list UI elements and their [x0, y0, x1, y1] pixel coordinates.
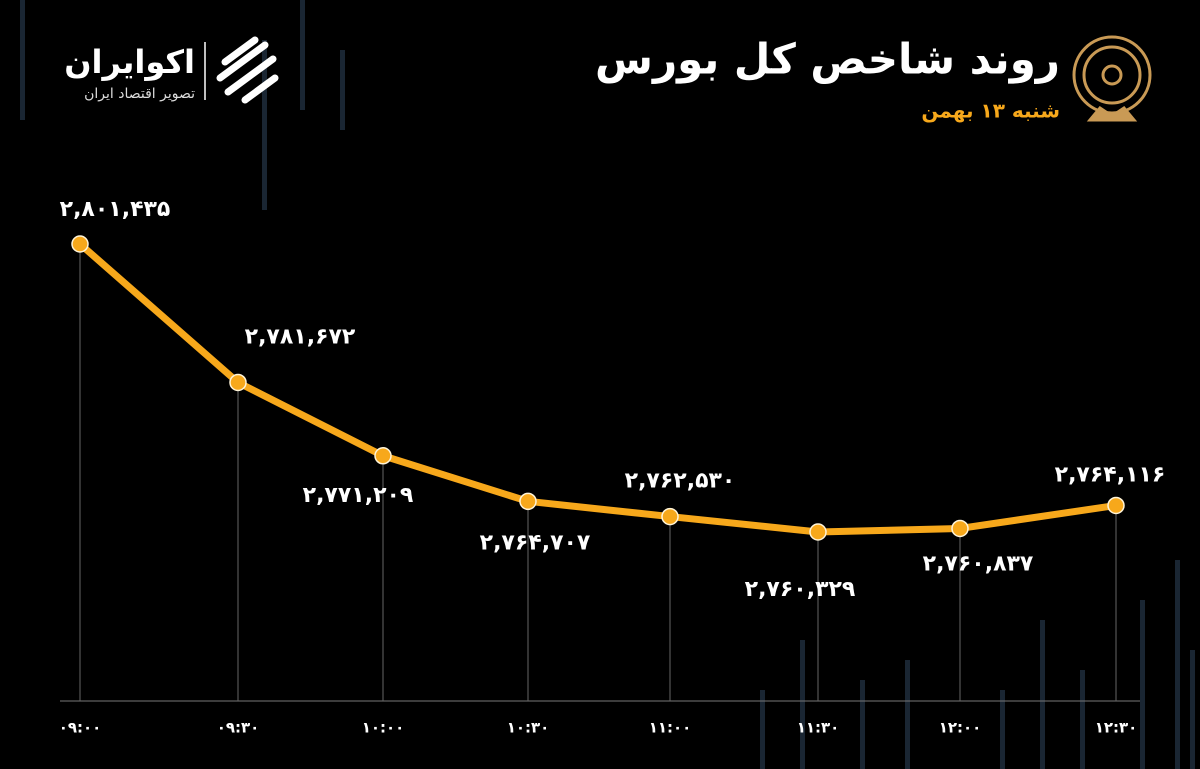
data-point [374, 447, 392, 465]
x-tick-label: ۱۰:۳۰ [507, 719, 550, 737]
data-label: ۲,۷۶۲,۵۳۰ [625, 469, 736, 494]
x-tick-label: ۰۹:۰۰ [59, 719, 102, 737]
decoration [20, 0, 1195, 769]
data-label: ۲,۷۷۱,۲۰۹ [303, 483, 414, 508]
x-tick-label: ۱۲:۳۰ [1095, 719, 1138, 737]
data-point [661, 507, 679, 526]
data-point [809, 523, 827, 541]
data-label: ۲,۷۶۴,۱۱۶ [1055, 462, 1166, 487]
brand-name: اکوایران [64, 43, 195, 81]
data-point [519, 492, 537, 511]
data-point [951, 519, 969, 538]
brand-tagline: تصویر اقتصاد ایران [84, 86, 195, 102]
chart-title: روند شاخص کل بورس [595, 35, 1060, 85]
data-point [1107, 496, 1125, 515]
data-label: ۲,۸۰۱,۴۳۵ [60, 197, 171, 222]
data-label: ۲,۷۶۴,۷۰۷ [480, 530, 591, 555]
series-line [77, 241, 1117, 536]
x-tick-label: ۱۲:۰۰ [939, 719, 982, 737]
x-tick-label: ۱۱:۳۰ [797, 719, 840, 737]
data-label: ۲,۷۶۰,۳۲۹ [745, 577, 856, 602]
data-point [229, 373, 247, 392]
emblem [1072, 35, 1152, 122]
chart-subtitle: شنبه ۱۳ بهمن [921, 99, 1060, 123]
x-tick-label: ۱۱:۰۰ [649, 719, 692, 737]
brand-logo [216, 36, 279, 104]
data-point [71, 235, 89, 253]
x-tick-label: ۱۰:۰۰ [362, 719, 405, 737]
data-label: ۲,۷۶۰,۸۳۷ [923, 551, 1034, 576]
x-tick-label: ۰۹:۳۰ [217, 719, 260, 737]
data-label: ۲,۷۸۱,۶۷۲ [245, 324, 356, 349]
